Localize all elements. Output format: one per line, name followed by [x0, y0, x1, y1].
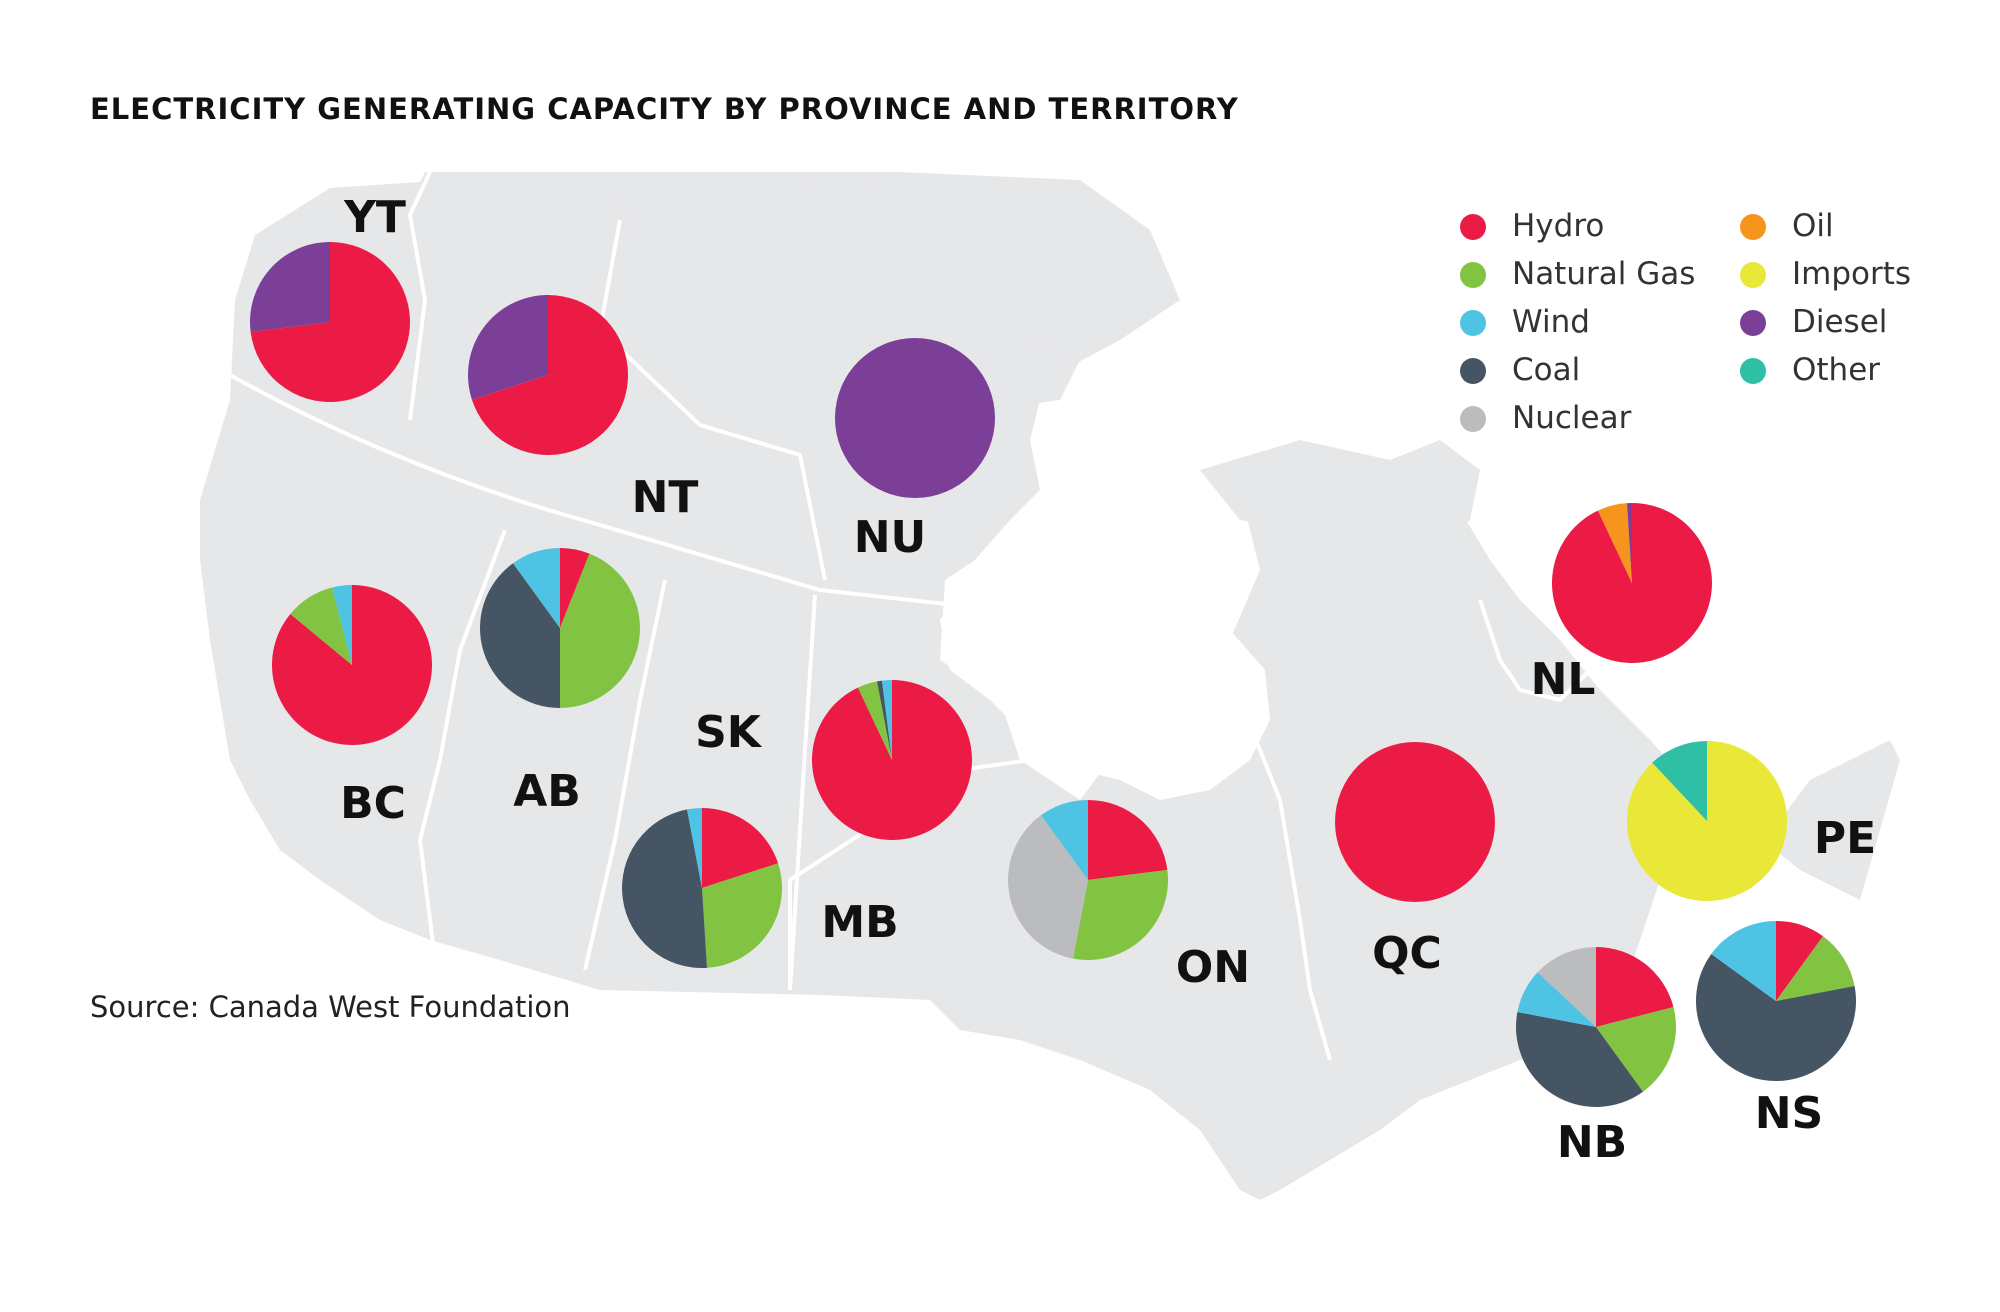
pie-mb: [811, 680, 972, 840]
pie-slice-nb-nuclear: [1537, 947, 1596, 1027]
pie-slice-ns-coal: [1695, 953, 1856, 1082]
pie-slice-nu-diesel: [835, 338, 995, 498]
region-label-on: ON: [1176, 942, 1250, 993]
legend-swatch: [1740, 214, 1766, 240]
pie-slice-nt-hydro: [471, 295, 629, 455]
legend-label: Natural Gas: [1512, 256, 1696, 292]
pie-pe: [1627, 740, 1788, 901]
legend: Hydro Natural Gas Wind Coal Nuclear Oil Import…: [1460, 208, 1940, 448]
region-label-bc: BC: [340, 778, 406, 829]
pie-slice-ab-wind: [512, 548, 560, 628]
pie-nb: [1516, 947, 1677, 1107]
province-pies: [249, 242, 1856, 1107]
legend-label: Nuclear: [1512, 400, 1632, 436]
pie-slice-bc-wind: [332, 585, 352, 665]
pie-slice-ab-hydro: [560, 548, 590, 628]
legend-label: Hydro: [1512, 208, 1605, 244]
pie-slice-mb-coal: [877, 680, 892, 760]
pie-slice-nb-coal: [1516, 1012, 1644, 1107]
pie-slice-nl-diesel: [1626, 503, 1632, 583]
hudson-bay: [940, 545, 1270, 800]
pie-slice-nb-wind: [1517, 972, 1596, 1027]
pie-slice-ns-natural-gas: [1776, 936, 1855, 1001]
pie-slice-yt-hydro: [250, 242, 410, 402]
pie-slice-sk-natural-gas: [702, 863, 782, 968]
pie-slice-sk-hydro: [702, 808, 779, 888]
pie-slice-on-natural-gas: [1073, 869, 1169, 960]
pie-slice-mb-wind: [881, 680, 892, 760]
region-label-yt: YT: [343, 192, 406, 243]
legend-label: Oil: [1792, 208, 1834, 244]
legend-swatch: [1460, 310, 1486, 336]
pie-on: [1008, 800, 1169, 960]
legend-swatch: [1740, 358, 1766, 384]
page-title: ELECTRICITY GENERATING CAPACITY BY PROVI…: [90, 92, 1239, 126]
pie-slice-on-hydro: [1088, 800, 1168, 880]
region-label-ab: AB: [513, 766, 581, 817]
pie-slice-pe-imports: [1627, 740, 1788, 901]
province-borders: [229, 171, 1711, 1061]
region-label-sk: SK: [695, 707, 763, 758]
legend-label: Wind: [1512, 304, 1590, 340]
legend-swatch: [1460, 406, 1486, 432]
pie-slice-nb-natural-gas: [1596, 1007, 1677, 1092]
pie-bc: [272, 585, 433, 745]
pie-slice-mb-hydro: [811, 680, 972, 840]
pie-nt: [468, 295, 629, 455]
region-label-nt: NT: [632, 472, 699, 523]
legend-label: Diesel: [1792, 304, 1888, 340]
pie-slice-ab-natural-gas: [560, 553, 640, 708]
pie-slice-nl-hydro: [1551, 503, 1712, 664]
region-label-nu: NU: [854, 512, 927, 563]
legend-swatch: [1460, 358, 1486, 384]
pie-slice-on-wind: [1040, 800, 1088, 880]
pie-yt: [249, 242, 410, 402]
pie-slice-nl-oil: [1597, 503, 1632, 583]
legend-label: Imports: [1792, 256, 1912, 292]
pie-slice-on-nuclear: [1008, 815, 1088, 959]
legend-swatch: [1740, 262, 1766, 288]
pie-slice-nt-diesel: [468, 295, 548, 400]
pie-slice-sk-wind: [687, 808, 702, 888]
legend-swatch: [1460, 214, 1486, 240]
region-label-pe: PE: [1814, 813, 1876, 864]
pie-slice-qc-hydro: [1335, 742, 1495, 902]
pie-slice-ab-coal: [480, 563, 560, 708]
pie-nu: [835, 338, 995, 498]
region-label-nl: NL: [1531, 654, 1596, 705]
pie-ns: [1695, 921, 1856, 1082]
pie-slice-yt-diesel: [249, 242, 330, 333]
pie-slice-ns-wind: [1711, 921, 1776, 1001]
pie-slice-bc-natural-gas: [290, 587, 352, 665]
legend-label: Other: [1792, 352, 1881, 388]
pie-slice-mb-natural-gas: [857, 681, 892, 760]
legend-label: Coal: [1512, 352, 1581, 388]
pie-ab: [480, 548, 640, 708]
source-note: Source: Canada West Foundation: [90, 990, 571, 1024]
pie-slice-nb-hydro: [1596, 947, 1674, 1027]
legend-swatch: [1740, 310, 1766, 336]
region-label-nb: NB: [1557, 1117, 1627, 1168]
canada-landmass: [200, 172, 1900, 1200]
region-label-qc: QC: [1372, 928, 1442, 979]
pie-slice-ns-hydro: [1776, 921, 1824, 1001]
pie-qc: [1335, 742, 1495, 902]
pie-slice-pe-other: [1652, 741, 1707, 821]
region-labels: YT NT NU BC AB SK MB ON QC NL PE NB NS: [340, 192, 1876, 1168]
pie-nl: [1551, 503, 1712, 664]
pie-slice-sk-coal: [622, 809, 708, 968]
legend-swatch: [1460, 262, 1486, 288]
pie-slice-bc-hydro: [272, 585, 433, 745]
pie-sk: [622, 808, 782, 968]
region-label-ns: NS: [1755, 1088, 1824, 1139]
region-label-mb: MB: [821, 897, 898, 948]
